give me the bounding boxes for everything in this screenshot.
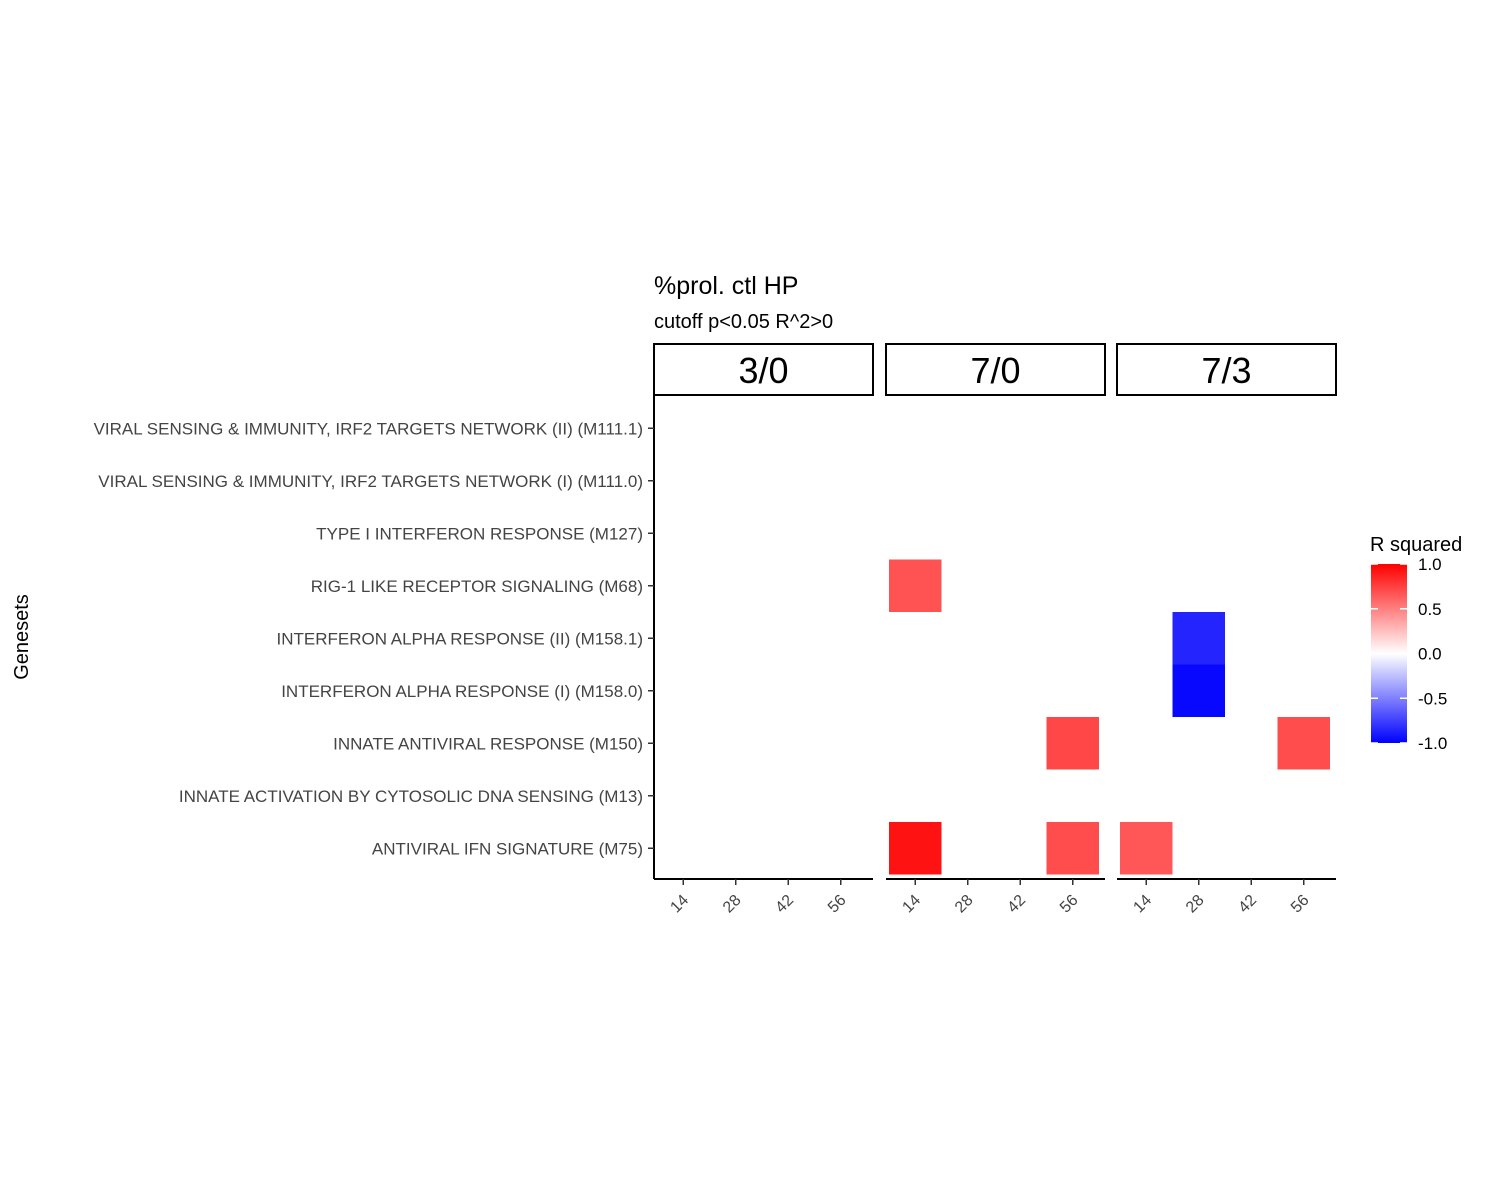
facet-strip-label: 7/0 bbox=[970, 350, 1020, 391]
heatmap-cell bbox=[1120, 822, 1173, 875]
heatmap-cell bbox=[1172, 612, 1225, 665]
y-tick-label: INTERFERON ALPHA RESPONSE (II) (M158.1) bbox=[276, 629, 643, 648]
y-tick-label: ANTIVIRAL IFN SIGNATURE (M75) bbox=[372, 839, 643, 858]
heatmap-cell bbox=[1172, 664, 1225, 717]
legend-tick-label: -1.0 bbox=[1418, 734, 1447, 753]
y-tick-label: INTERFERON ALPHA RESPONSE (I) (M158.0) bbox=[281, 682, 643, 701]
y-tick-label: INNATE ANTIVIRAL RESPONSE (M150) bbox=[333, 734, 643, 753]
facet-strip bbox=[1116, 343, 1337, 396]
facet-strip-label: 7/3 bbox=[1201, 350, 1251, 391]
heatmap-cell bbox=[1046, 822, 1099, 875]
legend-title: R squared bbox=[1370, 534, 1462, 556]
y-tick-label: INNATE ACTIVATION BY CYTOSOLIC DNA SENSI… bbox=[179, 787, 643, 806]
facet-strip bbox=[653, 343, 874, 396]
heatmap-cell bbox=[889, 559, 942, 612]
panel-7-0: 7/0 14 28 42 56 bbox=[885, 343, 1106, 917]
x-tick-label: 56 bbox=[1288, 892, 1313, 917]
x-tick-label: 56 bbox=[1057, 892, 1082, 917]
heatmap-cell bbox=[1046, 717, 1099, 770]
x-tick-label: 28 bbox=[720, 892, 745, 917]
y-axis-label: Genesets bbox=[11, 594, 33, 680]
chart-title: %prol. ctl HP bbox=[654, 272, 798, 300]
x-tick-label: 56 bbox=[825, 892, 850, 917]
x-tick-label: 42 bbox=[1235, 892, 1260, 917]
x-tick-label: 14 bbox=[1130, 892, 1155, 917]
panel-7-3: 7/3 14 28 42 56 bbox=[1116, 343, 1337, 917]
x-tick-label: 14 bbox=[667, 892, 692, 917]
x-tick-label: 28 bbox=[1183, 892, 1208, 917]
legend-tick-label: 0.0 bbox=[1418, 645, 1442, 664]
chart-subtitle: cutoff p<0.05 R^2>0 bbox=[654, 311, 833, 333]
legend-tick-label: -0.5 bbox=[1418, 689, 1447, 708]
y-tick-label: VIRAL SENSING & IMMUNITY, IRF2 TARGETS N… bbox=[98, 472, 643, 491]
row-labels-layer: VIRAL SENSING & IMMUNITY, IRF2 TARGETS N… bbox=[94, 396, 655, 879]
legend-tick-label: 0.5 bbox=[1418, 600, 1442, 619]
panel-3-0: 3/0 14 28 42 56 bbox=[653, 343, 874, 917]
heatmap-cell bbox=[889, 822, 942, 875]
x-tick-label: 42 bbox=[772, 892, 797, 917]
heatmap-cell bbox=[1277, 717, 1330, 770]
y-tick-label: VIRAL SENSING & IMMUNITY, IRF2 TARGETS N… bbox=[94, 419, 643, 438]
x-tick-label: 14 bbox=[899, 892, 924, 917]
y-tick-label: TYPE I INTERFERON RESPONSE (M127) bbox=[316, 524, 643, 543]
legend: R squared 1.0 0.5 0.0 -0.5 -1.0 bbox=[1370, 534, 1462, 753]
x-tick-label: 42 bbox=[1004, 892, 1029, 917]
legend-tick-label: 1.0 bbox=[1418, 555, 1442, 574]
panels-layer: 3/0 14 28 42 56 7/0 14 28 42 56 7/3 14 28 42 56 bbox=[653, 343, 1337, 917]
facet-strip bbox=[885, 343, 1106, 396]
y-tick-label: RIG-1 LIKE RECEPTOR SIGNALING (M68) bbox=[311, 577, 643, 596]
facet-strip-label: 3/0 bbox=[738, 350, 788, 391]
x-tick-label: 28 bbox=[952, 892, 977, 917]
